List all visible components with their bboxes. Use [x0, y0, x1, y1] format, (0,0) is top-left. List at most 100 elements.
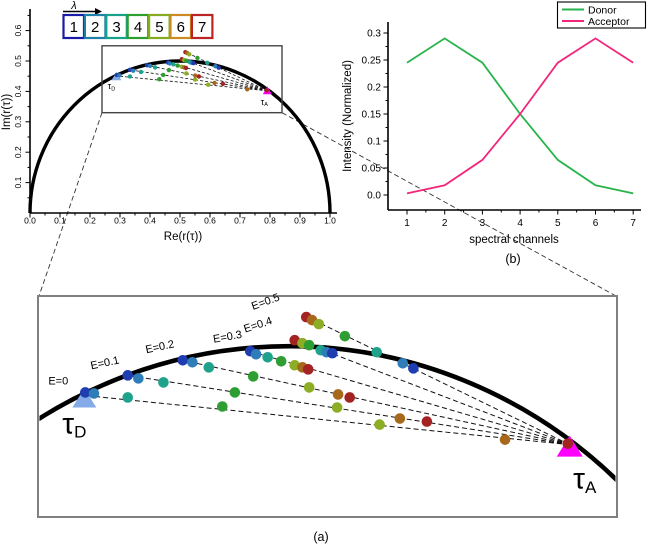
phasor-dot-ch1: [327, 347, 338, 359]
phasor-dot-ch4: [275, 355, 287, 367]
efficiency-label: E=0.3: [212, 329, 243, 346]
x-tick-label: 0.8: [264, 216, 276, 226]
phasor-dot-mini-ch7: [220, 81, 226, 87]
fret-trajectory-line: [291, 337, 570, 446]
spectra-x-tick-label: 7: [630, 218, 636, 229]
zoom-panel-border: [37, 295, 618, 518]
channel-box-label: 4: [134, 19, 142, 36]
phasor-dot-mini-ch1: [216, 65, 221, 70]
phasor-dot-mini-ch6: [212, 80, 217, 86]
phasor-dot-mini-ch5: [184, 71, 189, 76]
fret-trajectory-line-mini: [129, 69, 268, 92]
x-tick-label: 0.5: [174, 216, 186, 226]
spectra-x-tick-label: 1: [404, 218, 410, 229]
phasor-dot-ch3: [371, 346, 383, 358]
fret-trajectory-line: [127, 374, 570, 446]
phasor-dot-ch3: [122, 392, 134, 403]
zoom-connector-line: [38, 112, 103, 297]
y-tick-label: 0.1: [13, 176, 23, 188]
phasor-dot-ch4: [303, 339, 315, 351]
phasor-dot-mini-ch4: [175, 63, 180, 68]
lambda-arrowhead: [95, 8, 102, 15]
y-tick-label: 0.6: [13, 24, 23, 36]
phasor-dot-mini-ch4: [184, 58, 189, 63]
tau-d-label-zoom: τD: [62, 407, 86, 441]
x-tick-label: 1.0: [324, 216, 336, 226]
phasor-overview-panel: 0.0 0.1 0.2 0.3 0.4 0.5 0.6 0.7 0.8 0.9 1.0 0.1 0.2 0…: [1, 9, 337, 243]
zoom-connector-lines: [38, 112, 617, 297]
efficiency-label: E=0.2: [144, 338, 175, 356]
phasor-dot-mini-ch7: [183, 65, 189, 71]
spectra-y-tick-label: 0.1: [367, 137, 381, 148]
phasor-dot-ch6: [332, 389, 344, 400]
tau-d-label-mini: τD: [108, 81, 116, 92]
spectra-panel: 0.0 0.05 0.1 0.15 0.2 0.25 0.3 1 2 3 4 5 6 7 DonorAcce…: [342, 1, 647, 266]
phasor-dot-mini-ch4: [161, 72, 166, 78]
phasor-dot-ch1: [122, 370, 134, 381]
x-tick-label: 0.3: [114, 216, 126, 226]
x-tick-label: 0.0: [24, 216, 36, 226]
phasor-dot-mini-ch5: [192, 77, 198, 82]
y-tick-label: 0.5: [13, 55, 23, 67]
phasor-dot-ch7: [562, 438, 574, 449]
channel-box-label: 5: [155, 19, 163, 36]
phasor-dot-mini-ch5: [206, 82, 211, 87]
channel-box-7: [190, 13, 214, 40]
phasor-dot-ch1: [79, 387, 91, 398]
zoom-region-box: [101, 45, 283, 114]
phasor-dot-mini-ch4: [166, 67, 172, 73]
phasor-dot-ch2: [88, 388, 100, 399]
phasor-dot-ch7: [344, 392, 355, 403]
phasor-dot-ch1: [177, 354, 189, 366]
spectra-x-tick-label: 2: [442, 218, 448, 229]
phasor-dot-mini-ch7: [264, 88, 269, 93]
y-axis-title-intensity: Intensity (Normalized): [342, 60, 354, 172]
spectra-x-tick-label: 4: [517, 218, 523, 229]
phasor-dot-mini-ch3: [205, 60, 210, 66]
fret-trajectory-line: [303, 314, 570, 446]
phasor-dot-ch2: [133, 373, 144, 384]
x-tick-label: 0.9: [294, 216, 306, 226]
phasor-dot-ch6: [499, 434, 511, 445]
phasor-dot-mini-ch6: [245, 87, 250, 92]
phasor-dot-ch2: [397, 358, 409, 369]
phasor-dot-mini-ch2: [131, 68, 136, 73]
phasor-dot-mini-ch4: [195, 55, 200, 61]
lambda-label: λ: [70, 0, 76, 12]
spectra-y-tick-label: 0.2: [367, 83, 381, 94]
spectra-y-tick-label: 0.0: [367, 191, 381, 202]
phasor-dot-mini-ch2: [117, 73, 122, 78]
phasor-dot-mini-ch1: [191, 60, 196, 66]
phasor-dot-ch4: [217, 401, 228, 412]
phasor-dot-mini-ch3: [152, 65, 158, 70]
phasor-dot-ch4: [339, 330, 351, 342]
fret-trajectory-line-mini: [116, 75, 268, 92]
phasor-dot-mini-ch7: [196, 74, 202, 79]
phasor-dot-ch4: [229, 387, 241, 398]
fret-trajectory-line: [84, 394, 570, 446]
phasor-dot-ch4: [247, 371, 259, 382]
caption-a: (a): [313, 530, 328, 544]
y-axis-title-im: Im(r(τ)): [1, 94, 13, 131]
efficiency-label: E=0.1: [89, 354, 120, 372]
legend-box: [556, 1, 647, 29]
spectra-y-tick-label: 0.3: [367, 29, 381, 40]
y-tick-label: 0.4: [13, 85, 23, 97]
x-tick-label: 0.2: [84, 216, 96, 226]
phasor-dot-ch1: [408, 363, 419, 374]
spectra-x-tick-label: 5: [555, 218, 561, 229]
phasor-dot-ch3: [158, 377, 169, 388]
phasor-dot-ch6: [394, 413, 406, 424]
phasor-dot-mini-ch6: [193, 73, 198, 78]
spectra-x-tick-label: 3: [480, 218, 486, 229]
phasor-dot-mini-ch2: [167, 61, 172, 66]
spectra-y-tick-label: 0.25: [362, 56, 382, 67]
phasor-dot-ch5: [313, 318, 325, 330]
phasor-dot-ch3: [203, 362, 215, 373]
phasor-dot-mini-ch5: [187, 52, 192, 57]
channel-box-label: 7: [198, 19, 206, 36]
tau-d-triangle: [72, 388, 97, 408]
x-axis-title-channels: spectral channels: [469, 234, 559, 246]
